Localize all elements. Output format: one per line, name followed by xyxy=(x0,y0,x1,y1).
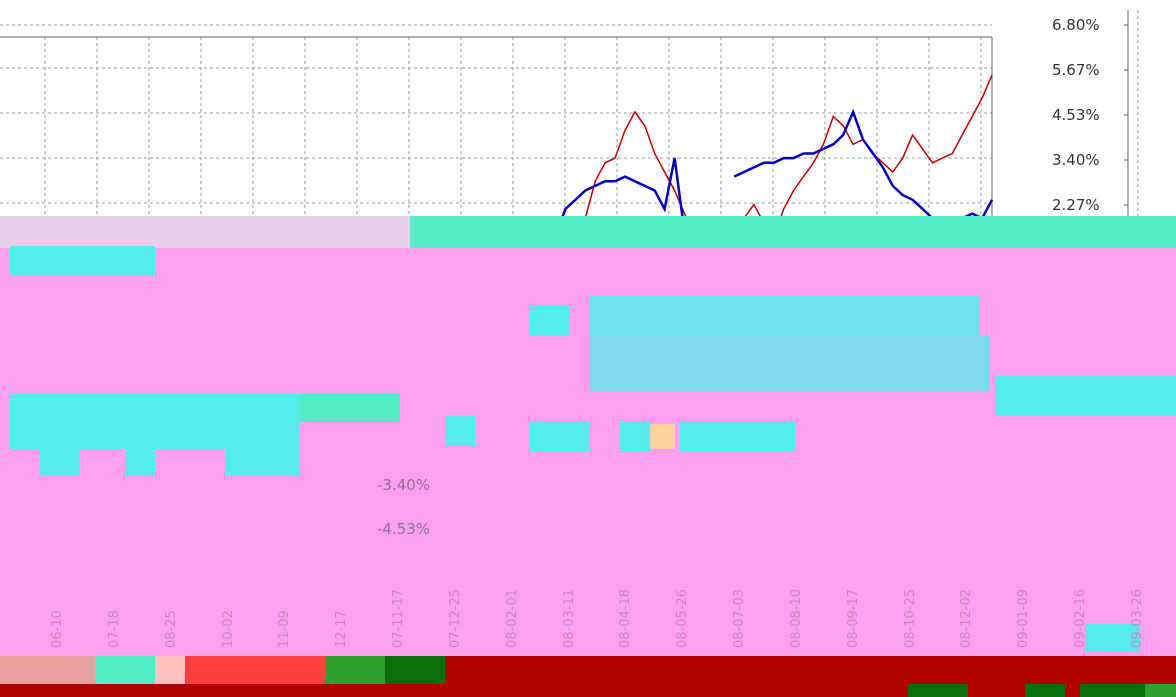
date-tick-label: 08-09-17 xyxy=(845,588,861,648)
y-axis-ticks: 6.80% 5.67% 4.53% 3.40% 2.27% xyxy=(1052,16,1128,214)
y-tick-label: 2.27% xyxy=(1052,196,1100,214)
glitch-block xyxy=(680,421,795,451)
glitch-block xyxy=(225,446,300,476)
glitch-block xyxy=(325,656,385,684)
glitch-block xyxy=(995,376,1176,416)
date-tick-label: 06-10 xyxy=(50,610,65,648)
y-tick-label: 5.67% xyxy=(1052,61,1100,79)
glitch-block xyxy=(530,421,590,451)
glitch-block xyxy=(590,296,980,336)
date-tick-label: 09-03-26 xyxy=(1130,588,1145,648)
glitch-block xyxy=(0,216,410,248)
glitch-block xyxy=(0,656,95,684)
y-tick-label: 6.80% xyxy=(1052,16,1100,34)
date-tick-label: 10-02 xyxy=(220,610,236,648)
lower-axis-label: -3.40% xyxy=(377,476,431,494)
date-tick-label: 08-02-01 xyxy=(504,588,520,648)
series-line xyxy=(561,108,994,216)
glitch-block xyxy=(40,446,80,476)
glitch-block xyxy=(1145,684,1176,697)
date-tick-label: 08-08-10 xyxy=(788,588,804,648)
date-tick-label: 09-01-09 xyxy=(1016,588,1032,648)
date-tick-label: 08-03-11 xyxy=(561,588,577,648)
glitch-block xyxy=(410,216,1176,248)
glitch-block xyxy=(620,421,650,451)
glitch-block xyxy=(10,246,155,276)
lower-axis-label: -4.53% xyxy=(377,520,431,538)
y-tick-label: 4.53% xyxy=(1052,106,1100,124)
date-tick-label: 07-18 xyxy=(106,610,122,648)
line-chart: 6.80% 5.67% 4.53% 3.40% 2.27% xyxy=(0,10,1139,216)
y-tick-label: 3.40% xyxy=(1052,151,1100,169)
date-tick-label: 07-12-25 xyxy=(447,588,463,648)
date-tick-label: 11-09 xyxy=(277,610,293,648)
glitch-block xyxy=(10,394,300,449)
glitch-block xyxy=(125,446,155,476)
glitch-block xyxy=(185,656,325,684)
date-tick-label: 08-25 xyxy=(163,610,179,648)
chart-grid xyxy=(0,24,992,216)
footer-band xyxy=(0,656,1176,697)
series-layer xyxy=(561,74,994,216)
date-tick-label: 09-02-16 xyxy=(1073,588,1089,648)
date-tick-label: 08-04-18 xyxy=(618,588,634,648)
glitch-block xyxy=(650,424,675,449)
glitch-band: -3.40% -4.53% 06-10 07-18 08-25 10-02 11-09 1… xyxy=(0,216,1176,656)
date-tick-label: 08-05-26 xyxy=(675,588,691,648)
series-line xyxy=(585,74,993,216)
glitch-block xyxy=(908,684,968,697)
date-tick-label: 08-07-03 xyxy=(732,588,748,648)
glitch-block xyxy=(155,656,185,684)
glitch-block xyxy=(1080,684,1145,697)
glitch-block xyxy=(385,656,445,684)
glitch-block xyxy=(590,336,990,391)
glitch-block xyxy=(95,656,155,684)
date-tick-label: 12-17 xyxy=(334,610,350,648)
glitch-block xyxy=(1025,684,1065,697)
date-tick-label: 08-10-25 xyxy=(902,588,918,648)
date-tick-label: 08-12-02 xyxy=(959,588,975,648)
date-tick-label: 07-11-17 xyxy=(391,588,407,648)
glitch-block xyxy=(300,394,400,422)
glitch-block xyxy=(530,306,570,336)
chart-frame xyxy=(0,10,1139,216)
glitch-block xyxy=(1085,624,1140,652)
glitch-block xyxy=(445,416,475,446)
